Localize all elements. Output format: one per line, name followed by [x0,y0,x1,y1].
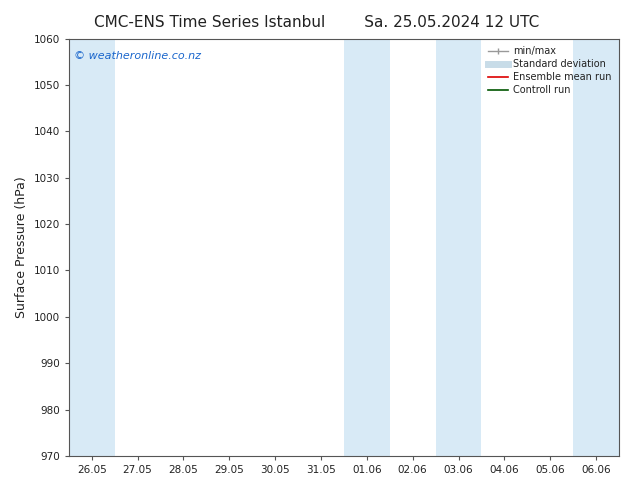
Bar [436,39,481,456]
Bar [573,39,634,456]
Bar [344,39,390,456]
Bar [69,39,115,456]
Legend: min/max, Standard deviation, Ensemble mean run, Controll run: min/max, Standard deviation, Ensemble me… [486,44,614,98]
Text: CMC-ENS Time Series Istanbul        Sa. 25.05.2024 12 UTC: CMC-ENS Time Series Istanbul Sa. 25.05.2… [94,15,540,30]
Y-axis label: Surface Pressure (hPa): Surface Pressure (hPa) [15,176,28,318]
Text: © weatheronline.co.nz: © weatheronline.co.nz [74,51,202,61]
